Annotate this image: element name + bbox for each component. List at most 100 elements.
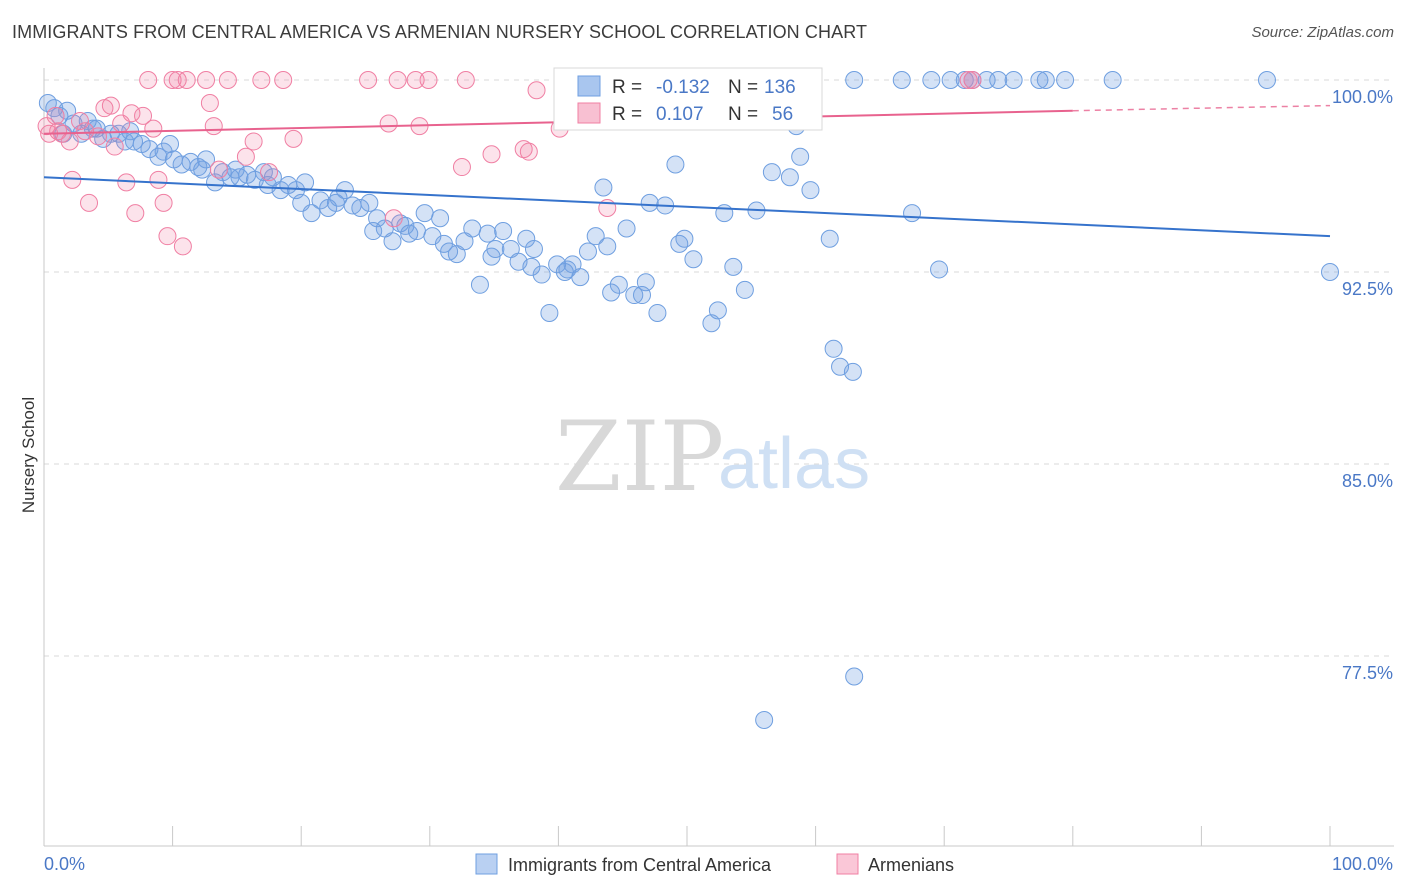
data-point-immigrants [463, 219, 482, 238]
data-point-armenians [197, 71, 216, 89]
data-point-armenians [388, 71, 407, 89]
data-point-immigrants [791, 147, 810, 166]
data-point-armenians [244, 132, 263, 151]
watermark-atlas: atlas [718, 424, 870, 504]
data-point-armenians [379, 114, 398, 133]
data-point-immigrants [903, 204, 922, 223]
data-point-immigrants [640, 193, 659, 212]
stats-n-value-1: 136 [764, 77, 796, 98]
x-ticks [43, 826, 1331, 846]
data-point-immigrants [197, 150, 216, 169]
data-point-immigrants [724, 257, 743, 276]
data-point-immigrants [434, 234, 453, 253]
data-point-immigrants [801, 181, 820, 200]
stats-swatch-blue [577, 75, 601, 97]
data-point-immigrants [532, 265, 551, 284]
data-point-immigrants [636, 273, 655, 292]
data-point-immigrants [296, 173, 315, 192]
y-tick-label: 85.0% [1342, 471, 1393, 491]
data-point-immigrants [755, 711, 774, 729]
data-point-armenians [218, 71, 237, 89]
data-point-immigrants [154, 142, 173, 161]
data-point-armenians [80, 193, 99, 212]
data-point-armenians [452, 158, 471, 177]
data-point-armenians [139, 71, 158, 89]
data-point-armenians [252, 71, 271, 89]
data-point-armenians [158, 227, 177, 246]
chart-title: IMMIGRANTS FROM CENTRAL AMERICA VS ARMEN… [12, 22, 868, 42]
data-point-immigrants [494, 222, 513, 241]
data-point-armenians [46, 106, 65, 125]
data-point-immigrants [675, 229, 694, 248]
stats-n-value-2: 56 [772, 104, 793, 125]
data-point-immigrants [824, 339, 843, 358]
data-point-immigrants [311, 191, 330, 210]
data-point-immigrants [892, 71, 911, 89]
data-point-immigrants [648, 303, 667, 322]
legend-swatch-immigrants [475, 853, 498, 875]
data-point-armenians [419, 71, 438, 89]
y-tick-label: 100.0% [1332, 87, 1393, 107]
legend-label-immigrants: Immigrants from Central America [508, 855, 772, 875]
stats-box: R = -0.132 N = 136 R = 0.107 N = 56 [553, 67, 823, 131]
data-point-armenians [117, 173, 136, 192]
watermark: ZIP atlas [555, 401, 870, 513]
data-point-immigrants [609, 275, 628, 294]
data-point-immigrants [598, 237, 617, 256]
data-point-immigrants [482, 247, 501, 266]
data-point-armenians [482, 145, 501, 164]
data-point-armenians [514, 140, 533, 159]
data-point-armenians [260, 163, 279, 182]
data-point-immigrants [843, 362, 862, 381]
data-point-immigrants [1036, 71, 1055, 89]
data-point-immigrants [735, 280, 754, 299]
data-point-immigrants [1030, 71, 1049, 89]
stats-n-label-1: N = [728, 77, 758, 98]
data-point-immigrants [383, 232, 402, 251]
data-point-armenians [527, 81, 546, 100]
watermark-zip: ZIP [555, 401, 724, 513]
data-point-armenians [284, 129, 303, 148]
y-axis-title: Nursery School [19, 397, 38, 513]
series-immigrants-points [38, 71, 1339, 729]
data-point-armenians [168, 71, 187, 89]
data-point-armenians [105, 137, 124, 156]
data-point-immigrants [431, 209, 450, 228]
stats-n-label-2: N = [728, 104, 758, 125]
legend-label-armenians: Armenians [868, 855, 954, 875]
stats-r-value-1: -0.132 [656, 77, 710, 98]
data-point-immigrants [540, 303, 559, 322]
data-point-immigrants [780, 168, 799, 187]
data-point-armenians [76, 122, 95, 141]
y-tick-label: 77.5% [1342, 663, 1393, 683]
data-point-immigrants [845, 71, 864, 89]
data-point-immigrants [522, 257, 541, 276]
data-point-immigrants [161, 135, 180, 153]
data-point-armenians [236, 147, 255, 166]
data-point-immigrants [1056, 71, 1075, 89]
data-point-immigrants [558, 260, 577, 279]
data-point-armenians [384, 209, 403, 228]
data-point-immigrants [586, 227, 605, 246]
stats-r-label-2: R = [612, 104, 642, 125]
data-point-immigrants [617, 219, 636, 238]
legend-swatch-armenians [836, 853, 859, 875]
data-point-armenians [49, 122, 68, 141]
data-point-immigrants [1103, 71, 1122, 89]
data-point-immigrants [149, 147, 168, 166]
data-point-immigrants [708, 301, 727, 320]
data-point-armenians [144, 119, 163, 138]
data-point-immigrants [364, 222, 383, 241]
data-point-immigrants [524, 239, 543, 258]
data-point-immigrants [625, 286, 644, 305]
data-point-immigrants [930, 260, 949, 279]
data-point-immigrants [684, 250, 703, 269]
data-point-armenians [963, 71, 982, 89]
y-tick-labels: 100.0% 92.5% 85.0% 77.5% [1332, 87, 1393, 683]
data-point-armenians [274, 71, 293, 89]
data-point-armenians [173, 237, 192, 256]
data-point-armenians [456, 71, 475, 89]
data-point-armenians [71, 111, 90, 130]
y-tick-label: 92.5% [1342, 279, 1393, 299]
